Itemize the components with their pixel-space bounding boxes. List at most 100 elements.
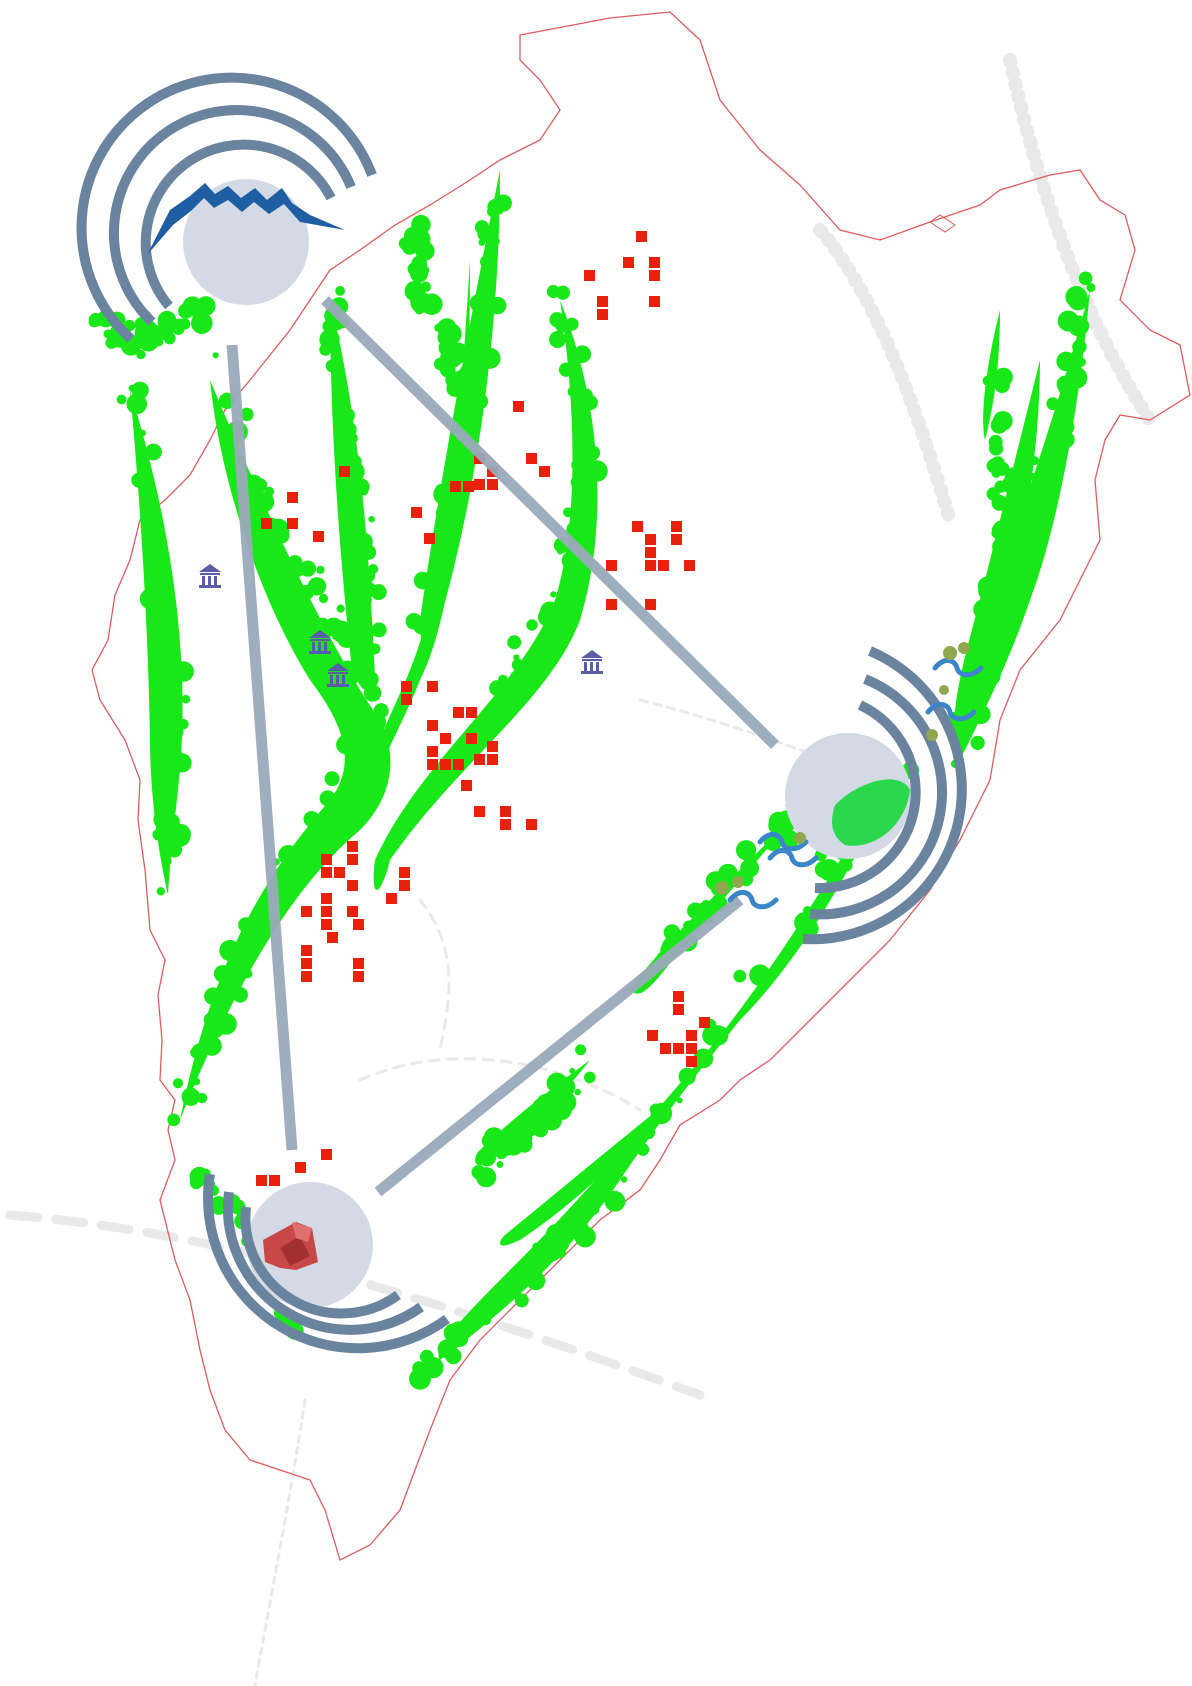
canopy-dot xyxy=(558,334,566,341)
canopy-dot xyxy=(152,828,165,841)
canopy-dot xyxy=(243,969,253,979)
settlement-square xyxy=(645,534,656,545)
canopy-dot xyxy=(971,704,991,725)
canopy-dot xyxy=(695,902,714,921)
river-node[interactable] xyxy=(715,642,984,945)
canopy-dot xyxy=(541,1110,562,1131)
canopy-dot xyxy=(196,1092,208,1104)
settlement-square xyxy=(313,531,324,542)
canopy-dot xyxy=(604,1190,626,1212)
canopy-dot xyxy=(163,332,176,345)
canopy-dot xyxy=(373,703,389,719)
canopy-dot xyxy=(1056,351,1076,372)
settlement-square xyxy=(440,733,451,744)
canopy-dot xyxy=(173,318,186,332)
settlement-square xyxy=(671,534,682,545)
museum-icon[interactable] xyxy=(199,564,221,588)
settlement-square xyxy=(539,466,550,477)
settlement-square xyxy=(450,481,461,492)
canopy-dot xyxy=(984,648,999,663)
canopy-dot xyxy=(676,1097,683,1104)
settlement-square xyxy=(427,746,438,757)
canopy-dot xyxy=(483,1127,505,1148)
canopy-dot xyxy=(1072,339,1087,354)
canopy-dot xyxy=(526,619,538,631)
canopy-dot xyxy=(338,407,355,424)
settlement-square xyxy=(647,1030,658,1041)
canopy-dot xyxy=(316,565,325,574)
settlement-squares xyxy=(256,231,710,1225)
canopy-dot xyxy=(131,381,149,399)
canopy-dot xyxy=(571,458,584,472)
canopy-dot xyxy=(532,1242,542,1252)
settlement-square xyxy=(649,296,660,307)
canopy-dot xyxy=(1086,283,1096,292)
canopy-dot xyxy=(498,674,508,685)
settlement-square xyxy=(686,1043,697,1054)
canopy-dot xyxy=(992,411,1013,431)
canopy-dot xyxy=(347,433,358,444)
settlement-square xyxy=(645,560,656,571)
landmark-building-icon xyxy=(263,1222,318,1270)
canopy-dot xyxy=(361,539,368,547)
canopy-dot xyxy=(570,475,585,490)
canopy-dot xyxy=(558,1235,565,1242)
museum-icon[interactable] xyxy=(581,650,603,674)
settlement-square xyxy=(321,854,332,865)
canopy-dot xyxy=(336,735,356,755)
settlement-square xyxy=(636,231,647,242)
canopy-dot xyxy=(196,296,216,316)
settlement-square xyxy=(673,1004,684,1015)
settlement-square xyxy=(301,906,312,917)
canopy-dot xyxy=(574,358,581,366)
canopy-dot xyxy=(1034,468,1051,485)
settlement-square xyxy=(526,819,537,830)
canopy-dot xyxy=(136,349,146,360)
canopy-dot xyxy=(456,408,475,427)
canopy-dot xyxy=(563,507,573,518)
canopy-dot xyxy=(409,1367,431,1390)
canopy-dot xyxy=(558,362,574,377)
settlement-square xyxy=(584,270,595,281)
canopy-dot xyxy=(471,316,489,334)
canopy-dot xyxy=(464,376,472,384)
settlement-square xyxy=(645,599,656,610)
canopy-dot xyxy=(535,1263,545,1273)
canopy-dot xyxy=(511,658,524,672)
canopy-dot xyxy=(736,840,757,861)
water-wave-icon xyxy=(727,658,984,910)
canopy-dot xyxy=(246,918,259,931)
heritage-node[interactable] xyxy=(203,1173,450,1354)
canopy-dot xyxy=(588,1186,604,1202)
canopy-dot xyxy=(449,371,458,380)
canopy-dot xyxy=(733,969,747,983)
canopy-dot xyxy=(348,492,358,503)
settlement-square xyxy=(645,547,656,558)
canopy-dot xyxy=(437,1339,457,1359)
canopy-dot xyxy=(181,1087,200,1106)
canopy-dot xyxy=(683,920,695,932)
settlement-square xyxy=(597,296,608,307)
settlement-square xyxy=(500,819,511,830)
link-mountain-heritage xyxy=(226,344,298,1151)
canopy-dot xyxy=(550,591,557,598)
canopy-dot xyxy=(88,317,99,328)
canopy-dot xyxy=(568,1211,585,1228)
canopy-dot xyxy=(991,553,1004,566)
canopy-dot xyxy=(540,601,560,622)
settlement-square xyxy=(660,1043,671,1054)
canopy-dot xyxy=(989,441,1004,456)
canopy-dot xyxy=(1057,430,1075,449)
canopy-dot xyxy=(1019,559,1039,579)
canopy-dot xyxy=(424,588,444,609)
mountain-node[interactable] xyxy=(76,72,377,343)
canopy-dot xyxy=(650,1110,657,1118)
canopy-dot xyxy=(496,1161,504,1168)
canopy-dot xyxy=(151,567,173,588)
canopy-dot xyxy=(573,345,592,364)
canopy-dot xyxy=(163,813,180,830)
settlement-square xyxy=(427,681,438,692)
canopy-dot xyxy=(670,936,679,945)
canopy-dot xyxy=(1046,397,1060,411)
canopy-dot xyxy=(339,797,350,809)
